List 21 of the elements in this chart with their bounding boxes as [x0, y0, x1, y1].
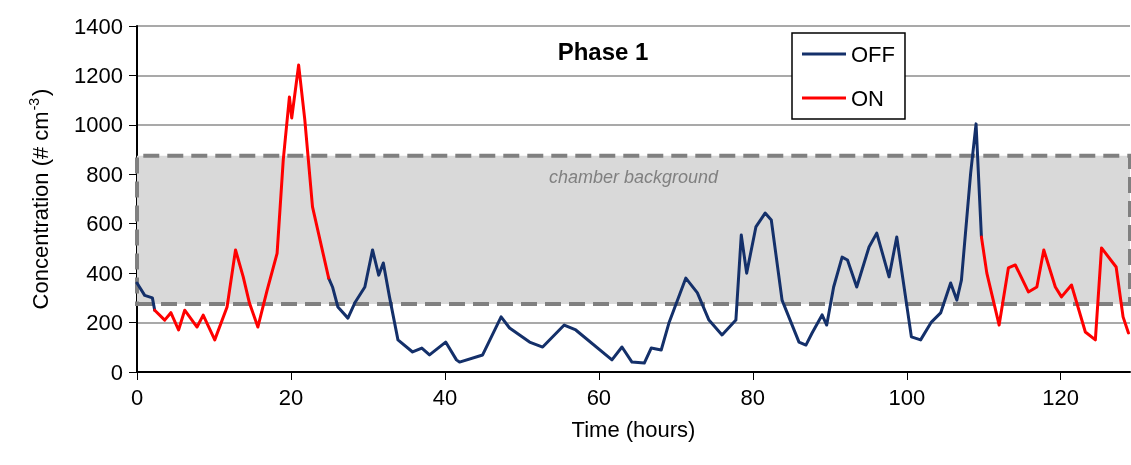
y-tick-label: 1200 — [74, 62, 123, 88]
x-tick-label: 40 — [432, 384, 458, 410]
y-tick-label: 200 — [86, 310, 123, 336]
x-tick-label: 20 — [278, 384, 304, 410]
legend-label: ON — [851, 85, 884, 111]
x-tick-label: 100 — [888, 384, 926, 410]
x-tick-label: 60 — [586, 384, 612, 410]
y-tick-label: 1000 — [74, 112, 123, 138]
text: Phase 1 — [557, 37, 649, 65]
band-label: chamber background — [548, 166, 720, 187]
y-axis-title: Concentration (# cm-3) — [26, 88, 53, 310]
y-tick-label: 0 — [110, 359, 123, 385]
y-tick-label: 1400 — [74, 13, 123, 39]
y-tick-label: 400 — [86, 260, 123, 286]
legend-label: OFF — [851, 41, 895, 67]
x-tick-label: 0 — [130, 384, 144, 410]
x-tick-label: 120 — [1042, 384, 1080, 410]
y-tick-label: 800 — [86, 161, 123, 187]
y-tick-label: 600 — [86, 211, 123, 237]
x-axis-title: Time (hours) — [571, 416, 696, 442]
x-tick-label: 80 — [740, 384, 766, 410]
